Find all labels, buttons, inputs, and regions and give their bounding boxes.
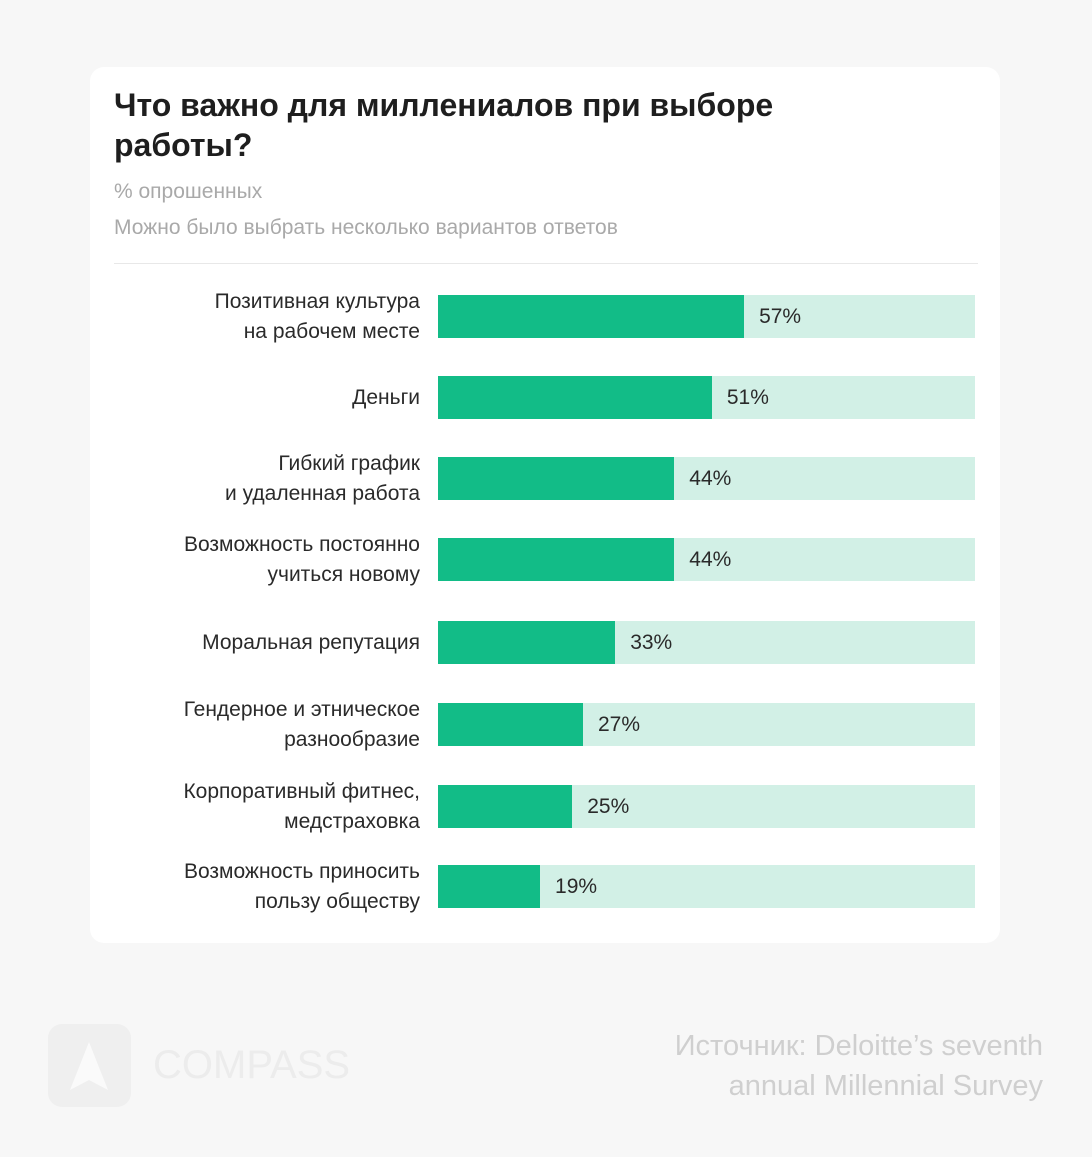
- bar-track: 33%: [438, 621, 975, 664]
- bar: [438, 703, 583, 746]
- bar-row: Возможность постоянно учиться новому 44%: [90, 533, 1000, 586]
- bar-track: 19%: [438, 865, 975, 908]
- bar-row: Гендерное и этническое разнообразие 27%: [90, 698, 1000, 751]
- category-label: Деньги: [352, 386, 420, 409]
- bar: [438, 785, 573, 828]
- bar-track: 44%: [438, 538, 975, 581]
- bar-row: Возможность приносить пользу обществу 19%: [90, 860, 1000, 913]
- bar-row: Корпоративный фитнес, медстраховка 25%: [90, 780, 1000, 833]
- bar-track: 27%: [438, 703, 975, 746]
- category-label: Возможность постоянно учиться новому: [183, 533, 420, 586]
- bar-row: Гибкий график и удаленная работа 44%: [90, 452, 1000, 505]
- value-label: 44%: [689, 547, 732, 571]
- value-label: 19%: [555, 874, 598, 898]
- bar-row: Моральная репутация 33%: [90, 621, 1000, 665]
- chart-card: Что важно для миллениалов при выборе раб…: [90, 67, 1000, 943]
- bar-row: Позитивная культура на рабочем месте 57%: [90, 290, 1000, 343]
- value-label: 57%: [759, 304, 802, 328]
- chart-subtitle-note: Можно было выбрать несколько вариантов о…: [114, 216, 618, 239]
- chart-title: Что важно для миллениалов при выборе раб…: [114, 87, 774, 163]
- category-label: Гендерное и этническое разнообразие: [183, 698, 420, 751]
- bar: [438, 865, 541, 908]
- value-label: 27%: [597, 712, 641, 736]
- bar: [438, 538, 675, 581]
- value-label: 25%: [587, 794, 630, 818]
- value-label: 44%: [689, 466, 732, 490]
- category-label: Корпоративный фитнес, медстраховка: [183, 780, 420, 833]
- category-label: Моральная репутация: [202, 631, 420, 654]
- bar-track: 51%: [438, 376, 975, 419]
- category-label: Гибкий график и удаленная работа: [225, 452, 420, 505]
- value-label: 51%: [726, 385, 769, 409]
- bar: [438, 457, 675, 500]
- bar-row: Деньги 51%: [90, 376, 1000, 420]
- brand-name: COMPASS: [153, 1043, 351, 1087]
- category-label: Возможность приносить пользу обществу: [183, 860, 420, 913]
- bar-track: 57%: [438, 295, 975, 338]
- value-label: 33%: [630, 630, 673, 654]
- bar-track: 25%: [438, 785, 975, 828]
- bar: [438, 376, 712, 419]
- source-note: Источник: Deloitte’s seventh annual Mill…: [674, 1030, 1043, 1102]
- bar-track: 44%: [438, 457, 975, 500]
- category-label: Позитивная культура на рабочем месте: [214, 290, 420, 343]
- compass-logo-icon: [48, 1024, 131, 1107]
- bar: [438, 295, 745, 338]
- bar: [438, 621, 616, 664]
- chart-subtitle-unit: % опрошенных: [114, 180, 263, 203]
- divider: [114, 263, 978, 264]
